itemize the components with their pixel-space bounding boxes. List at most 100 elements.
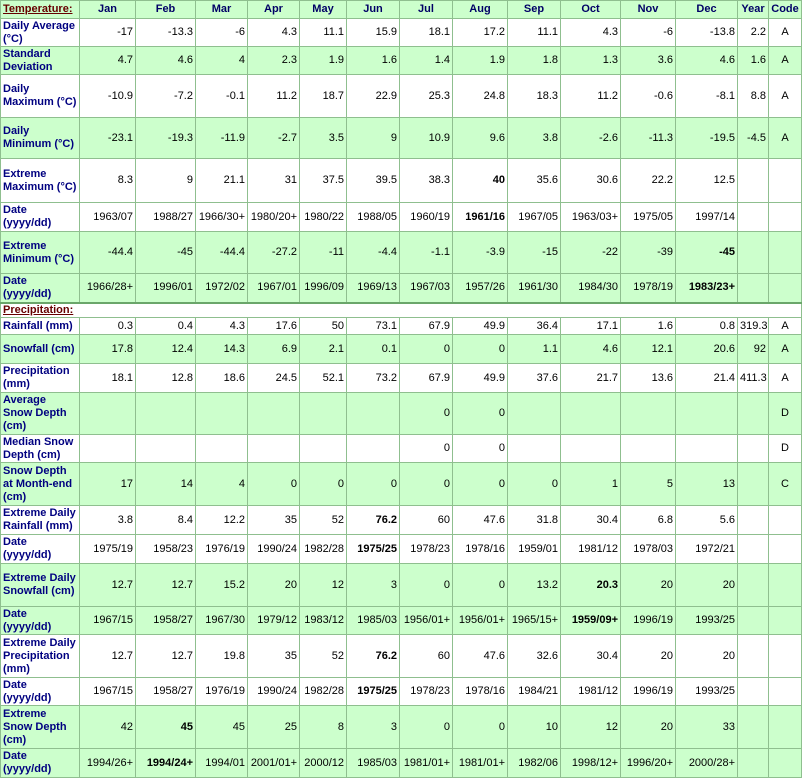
value-cell: -7.2 (135, 74, 196, 118)
value-cell: 8 (299, 705, 347, 749)
value-cell: -0.1 (195, 74, 248, 118)
value-cell: 1996/20+ (620, 748, 676, 778)
value-cell: 2000/28+ (675, 748, 738, 778)
value-cell: 1.9 (452, 46, 508, 75)
value-cell: 18.1 (399, 18, 453, 47)
data-row: Extreme Daily Precipitation (mm) 12.7 12.7… (0, 634, 802, 678)
value-cell: 47.6 (452, 505, 508, 535)
value-cell: 0 (452, 334, 508, 364)
data-row: Average Snow Depth (cm) 0 0 D (0, 392, 802, 435)
value-cell (737, 606, 769, 635)
value-cell: 1975/19 (79, 534, 136, 564)
row-label: Daily Average (°C) (0, 18, 80, 47)
row-label: Snow Depth at Month-end (cm) (0, 462, 80, 506)
value-cell: 0 (399, 563, 453, 607)
value-cell: 8.4 (135, 505, 196, 535)
value-cell: 1996/19 (620, 677, 676, 706)
code-cell: D (768, 434, 802, 463)
code-cell (768, 705, 802, 749)
row-label: Daily Maximum (°C) (0, 74, 80, 118)
value-cell: 1990/24 (247, 534, 300, 564)
value-cell: 1979/12 (247, 606, 300, 635)
value-cell: 20 (675, 563, 738, 607)
value-cell: -27.2 (247, 231, 300, 274)
data-row: Snow Depth at Month-end (cm) 17 14 4 0 0 0 0 0 0 1… (0, 462, 802, 506)
value-cell (737, 462, 769, 506)
value-cell: 25.3 (399, 74, 453, 118)
value-cell: 1978/03 (620, 534, 676, 564)
value-cell (675, 434, 738, 463)
value-cell (737, 677, 769, 706)
value-cell: 1960/19 (399, 202, 453, 232)
value-cell: 40 (452, 158, 508, 203)
value-cell (299, 392, 347, 435)
value-cell: -13.3 (135, 18, 196, 47)
column-header: Year (737, 0, 769, 19)
value-cell: 17.1 (560, 317, 621, 335)
value-cell: 25 (247, 705, 300, 749)
section-link[interactable]: Precipitation: (3, 303, 74, 316)
value-cell: 1967/01 (247, 273, 300, 303)
value-cell: 319.3 (737, 317, 769, 335)
section-link[interactable]: Temperature: (3, 3, 73, 15)
value-cell: 1996/09 (299, 273, 347, 303)
value-cell: 1983/12 (299, 606, 347, 635)
row-label: Date (yyyy/dd) (0, 748, 80, 778)
value-cell: -0.6 (620, 74, 676, 118)
section-header-cell: Precipitation: (0, 301, 802, 318)
value-cell: 0 (452, 462, 508, 506)
value-cell: 17 (79, 462, 136, 506)
value-cell: 1961/16 (452, 202, 508, 232)
value-cell: 11.1 (507, 18, 561, 47)
value-cell: 0 (399, 392, 453, 435)
code-cell: A (768, 74, 802, 118)
value-cell: 18.3 (507, 74, 561, 118)
value-cell: 73.1 (346, 317, 400, 335)
data-row: Extreme Snow Depth (cm) 42 45 45 25 8 3 0 0 10 12 2… (0, 705, 802, 749)
value-cell: 47.6 (452, 634, 508, 678)
value-cell: 0 (399, 705, 453, 749)
row-label: Average Snow Depth (cm) (0, 392, 80, 435)
value-cell: 1958/27 (135, 677, 196, 706)
value-cell: 22.9 (346, 74, 400, 118)
value-cell: 1993/25 (675, 606, 738, 635)
column-header: Dec (675, 0, 738, 19)
value-cell: 1988/05 (346, 202, 400, 232)
row-label: Extreme Daily Snowfall (cm) (0, 563, 80, 607)
value-cell: 14.3 (195, 334, 248, 364)
value-cell: 1967/15 (79, 606, 136, 635)
value-cell: 1975/25 (346, 534, 400, 564)
value-cell: 1994/01 (195, 748, 248, 778)
value-cell (620, 434, 676, 463)
value-cell: 8.8 (737, 74, 769, 118)
value-cell: 1.8 (507, 46, 561, 75)
value-cell: 4.7 (79, 46, 136, 75)
column-header: Mar (195, 0, 248, 19)
value-cell: 67.9 (399, 363, 453, 393)
value-cell: 20 (247, 563, 300, 607)
value-cell: 1.9 (299, 46, 347, 75)
value-cell: 1985/03 (346, 748, 400, 778)
value-cell: 1978/23 (399, 677, 453, 706)
data-row: Rainfall (mm) 0.3 0.4 4.3 17.6 50 73.1 67.9 49.9… (0, 317, 802, 335)
value-cell: 1.6 (620, 317, 676, 335)
value-cell: 92 (737, 334, 769, 364)
value-cell: 4.3 (247, 18, 300, 47)
value-cell: 1967/05 (507, 202, 561, 232)
column-header: Jan (79, 0, 136, 19)
data-row: Date (yyyy/dd) 1967/15 1958/27 1976/19 1990/… (0, 677, 802, 706)
value-cell: -1.1 (399, 231, 453, 274)
value-cell: 73.2 (346, 363, 400, 393)
value-cell: 0 (507, 462, 561, 506)
value-cell (737, 273, 769, 303)
value-cell: 1975/05 (620, 202, 676, 232)
row-label: Date (yyyy/dd) (0, 534, 80, 564)
code-cell: C (768, 462, 802, 506)
value-cell: 0.3 (79, 317, 136, 335)
value-cell (620, 392, 676, 435)
column-header: Apr (247, 0, 300, 19)
value-cell (135, 434, 196, 463)
value-cell: 1967/30 (195, 606, 248, 635)
value-cell: 1982/28 (299, 534, 347, 564)
value-cell (195, 392, 248, 435)
